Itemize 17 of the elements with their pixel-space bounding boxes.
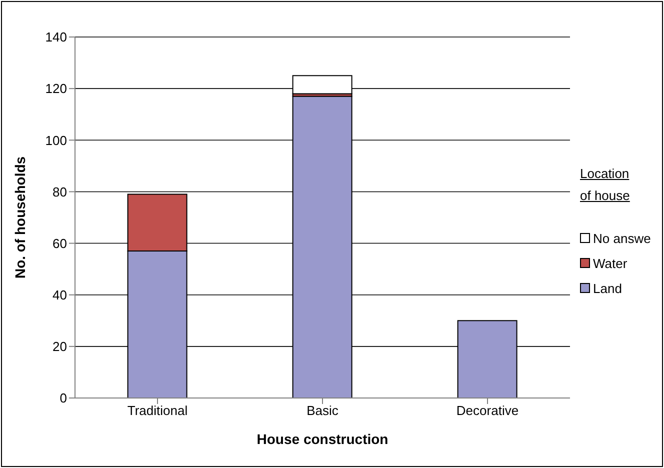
legend-label: No answe [593, 230, 651, 246]
x-axis-title: House construction [256, 431, 388, 447]
y-tick-label: 140 [45, 30, 67, 45]
legend-label: Land [593, 280, 622, 296]
y-tick-label: 0 [60, 390, 67, 406]
y-tick-label: 120 [45, 81, 67, 96]
y-axis-title: No. of households [12, 156, 28, 279]
legend-title: Location of house [580, 164, 631, 204]
y-tick-label: 80 [52, 184, 67, 200]
y-tick-label: 40 [52, 287, 67, 302]
y-tick-label: 20 [52, 339, 67, 354]
x-tick-label: Decorative [456, 403, 519, 418]
y-tick-label: 60 [52, 236, 67, 251]
y-tick-label: 100 [45, 132, 67, 148]
legend-label: Water [593, 256, 628, 270]
x-tick-label: Traditional [127, 403, 188, 418]
x-tick-label: Basic [306, 403, 339, 418]
